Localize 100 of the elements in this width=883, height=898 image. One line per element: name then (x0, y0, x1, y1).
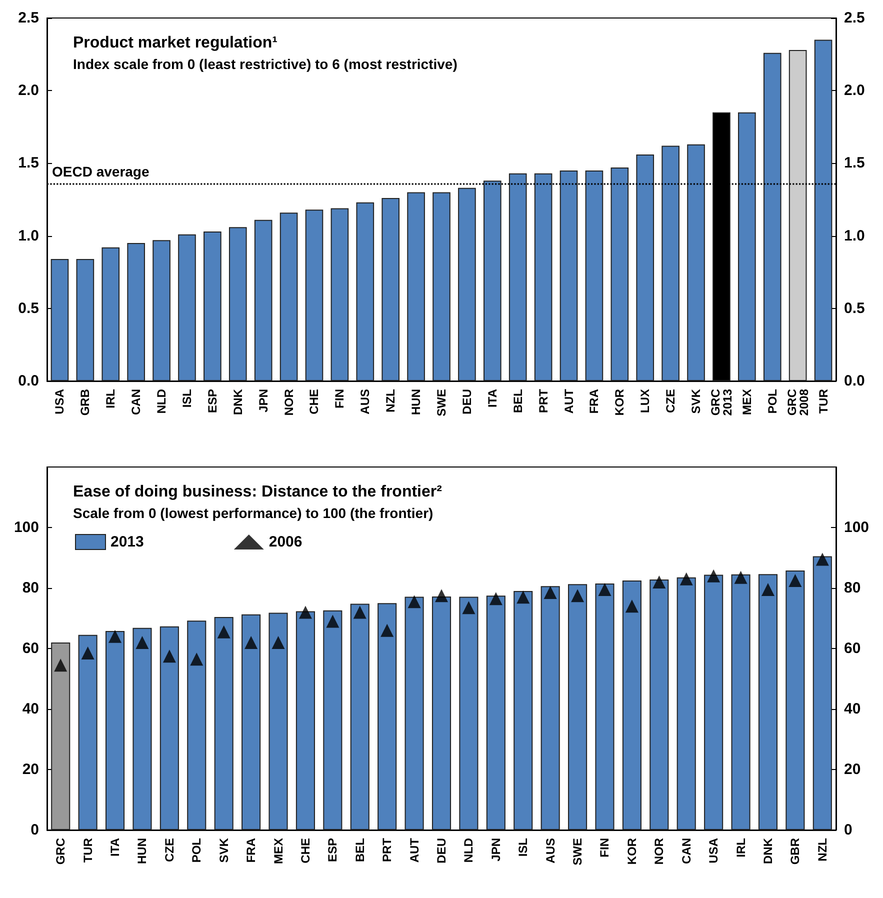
point (462, 601, 476, 614)
y-tick-label: 1.0 (18, 227, 39, 244)
bar (268, 612, 288, 830)
y-tick-label: 0 (30, 822, 39, 838)
point (598, 583, 612, 596)
x-tick-label: CAN (129, 389, 144, 415)
point (108, 630, 122, 643)
bar (676, 577, 696, 830)
x-tick-label: SVK (689, 388, 704, 414)
x-tick-label: MEX (740, 389, 754, 416)
y-tick-label: 0.0 (18, 372, 39, 390)
x-tick-label: KOR (612, 388, 627, 416)
bar (404, 596, 424, 830)
y2-tick-label: 20 (844, 761, 861, 778)
point (652, 575, 666, 588)
bar (814, 40, 832, 381)
bar (50, 259, 69, 381)
bar (534, 173, 552, 381)
bar (508, 173, 527, 381)
x-tick-label: USA (52, 388, 67, 414)
text: Index scale from 0 (least restrictive) to 6 (most restrictive) (73, 56, 458, 72)
x-tick-label: GRB (78, 388, 92, 416)
x-tick-label: NZL (384, 389, 398, 412)
x-tick-label: BEL (352, 838, 367, 862)
point (435, 589, 448, 602)
bar (132, 628, 152, 830)
x-tick-label: TUR (816, 388, 830, 414)
bar (51, 642, 70, 830)
point (544, 586, 557, 600)
bar (105, 630, 125, 830)
ref-line-label: OECD average (52, 164, 150, 180)
bar (786, 570, 805, 830)
x-tick-label: ITA (108, 838, 122, 856)
x-tick-label: CAN (679, 838, 694, 864)
x-tick-label: FRA (244, 838, 258, 863)
bar (514, 591, 533, 830)
x-tick-label: AUS (543, 838, 558, 864)
y-tick-label: 0.5 (18, 300, 39, 317)
x-tick-label: SWE (570, 838, 585, 866)
y2-tick-label: 0.5 (844, 300, 865, 317)
bar (636, 154, 654, 381)
bar (568, 584, 588, 830)
point (680, 572, 693, 586)
bar (296, 611, 315, 830)
bar (102, 247, 120, 381)
bar (323, 610, 342, 830)
bar (458, 188, 476, 381)
bar (160, 626, 179, 830)
x-tick-label: POL (190, 838, 204, 863)
point (298, 606, 312, 619)
x-tick-label: NZL (815, 838, 830, 862)
bar (305, 210, 324, 381)
point (217, 625, 230, 638)
x-tick-label: CZE (162, 838, 176, 862)
y-tick-label: 20 (22, 761, 39, 778)
x-tick-label: CHE (307, 389, 322, 414)
point (408, 595, 421, 608)
point (625, 600, 638, 613)
point (190, 652, 204, 666)
point (761, 583, 774, 596)
y2-tick-label: 80 (844, 580, 861, 596)
x-tick-label: GRC 2013 (708, 388, 734, 416)
y-tick-label: 2.5 (18, 10, 39, 26)
bar (280, 212, 298, 381)
x-tick-label: TUR (80, 838, 95, 863)
x-tick-label: ITA (485, 388, 500, 408)
bar (78, 634, 98, 830)
bar (432, 192, 450, 381)
y2-tick-label: 1.5 (844, 154, 865, 172)
point (136, 636, 149, 649)
y2-tick-label: 40 (844, 700, 861, 718)
text: Product market regulation¹ (73, 34, 278, 52)
text: Scale from 0 (lowest performance) to 100 (the frontier) (73, 505, 434, 521)
legend-label: 2013 (110, 534, 144, 550)
y-tick-label: 60 (22, 640, 39, 657)
point (489, 592, 502, 606)
x-tick-label: DEU (434, 838, 448, 864)
x-tick-label: FIN (598, 838, 612, 858)
x-tick-label: DNK (760, 838, 775, 864)
bar (650, 580, 669, 830)
bar (432, 596, 452, 830)
x-tick-label: AUS (358, 389, 372, 414)
bar (560, 170, 578, 381)
y-tick-label: 80 (22, 580, 39, 596)
bar (788, 50, 807, 381)
bar (382, 198, 400, 381)
bar (540, 586, 560, 830)
point (81, 646, 94, 660)
point (244, 636, 258, 649)
x-tick-label: GRC (54, 838, 68, 865)
bar (330, 208, 349, 381)
bar (356, 202, 374, 381)
x-tick-label: NLD (154, 388, 169, 414)
y-tick-label: 2.0 (18, 82, 39, 100)
bar (178, 234, 196, 381)
point (788, 574, 802, 587)
x-tick-label: DEU (460, 389, 474, 414)
x-tick-label: FIN (332, 389, 347, 408)
x-tick-label: ESP (205, 389, 220, 414)
y2-tick-label: 60 (844, 640, 861, 657)
